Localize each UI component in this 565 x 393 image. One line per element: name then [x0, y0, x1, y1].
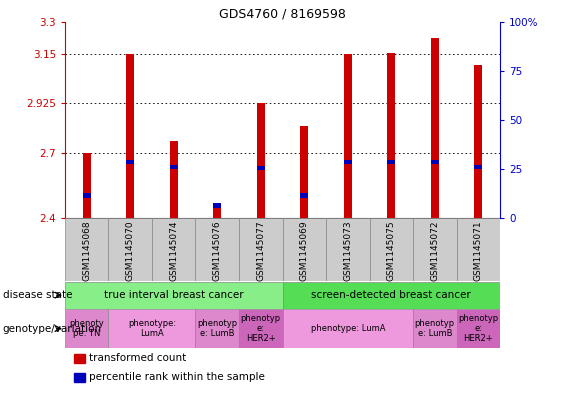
Bar: [73, 373, 85, 382]
Text: transformed count: transformed count: [89, 353, 186, 364]
Bar: [257, 166, 264, 170]
Text: true interval breast cancer: true interval breast cancer: [104, 290, 244, 300]
Text: phenotype:
LumA: phenotype: LumA: [128, 319, 176, 338]
Text: GSM1145074: GSM1145074: [170, 220, 178, 281]
Bar: [301, 127, 308, 218]
Bar: [301, 193, 308, 198]
Bar: [475, 65, 482, 218]
Bar: [282, 309, 413, 348]
Text: screen-detected breast cancer: screen-detected breast cancer: [311, 290, 471, 300]
Bar: [344, 54, 351, 218]
Text: GSM1145068: GSM1145068: [82, 220, 91, 281]
Text: disease state: disease state: [3, 290, 72, 300]
Bar: [457, 309, 500, 348]
Text: phenotype: LumA: phenotype: LumA: [311, 324, 385, 333]
Text: GSM1145076: GSM1145076: [213, 220, 221, 281]
Bar: [431, 38, 438, 218]
Bar: [108, 309, 195, 348]
Text: phenotyp
e: LumB: phenotyp e: LumB: [415, 319, 455, 338]
Bar: [73, 354, 85, 363]
Bar: [65, 218, 108, 281]
Bar: [282, 218, 326, 281]
Bar: [370, 218, 413, 281]
Text: GSM1145072: GSM1145072: [431, 220, 439, 281]
Bar: [83, 152, 90, 218]
Text: GSM1145070: GSM1145070: [126, 220, 134, 281]
Text: GSM1145077: GSM1145077: [257, 220, 265, 281]
Bar: [239, 218, 282, 281]
Bar: [431, 160, 438, 164]
Bar: [344, 160, 351, 164]
Text: phenotyp
e:
HER2+: phenotyp e: HER2+: [241, 314, 281, 343]
Bar: [127, 160, 134, 164]
Bar: [214, 203, 221, 208]
Bar: [413, 309, 457, 348]
Bar: [170, 141, 177, 218]
Bar: [195, 309, 239, 348]
Text: genotype/variation: genotype/variation: [3, 323, 102, 334]
Bar: [475, 165, 482, 169]
Bar: [214, 206, 221, 218]
Title: GDS4760 / 8169598: GDS4760 / 8169598: [219, 7, 346, 20]
Bar: [195, 218, 239, 281]
Bar: [83, 193, 90, 198]
Bar: [65, 282, 282, 309]
Text: phenotyp
e: LumB: phenotyp e: LumB: [197, 319, 237, 338]
Bar: [457, 218, 500, 281]
Text: phenotyp
e:
HER2+: phenotyp e: HER2+: [458, 314, 498, 343]
Bar: [127, 54, 134, 218]
Text: percentile rank within the sample: percentile rank within the sample: [89, 372, 265, 382]
Bar: [257, 103, 264, 218]
Bar: [326, 218, 370, 281]
Bar: [413, 218, 457, 281]
Bar: [152, 218, 195, 281]
Bar: [239, 309, 282, 348]
Bar: [388, 53, 395, 218]
Bar: [282, 282, 500, 309]
Text: GSM1145073: GSM1145073: [344, 220, 352, 281]
Bar: [65, 309, 108, 348]
Bar: [170, 165, 177, 169]
Bar: [388, 160, 395, 164]
Text: phenoty
pe: TN: phenoty pe: TN: [69, 319, 104, 338]
Text: GSM1145071: GSM1145071: [474, 220, 483, 281]
Text: GSM1145069: GSM1145069: [300, 220, 308, 281]
Bar: [108, 218, 152, 281]
Text: GSM1145075: GSM1145075: [387, 220, 396, 281]
